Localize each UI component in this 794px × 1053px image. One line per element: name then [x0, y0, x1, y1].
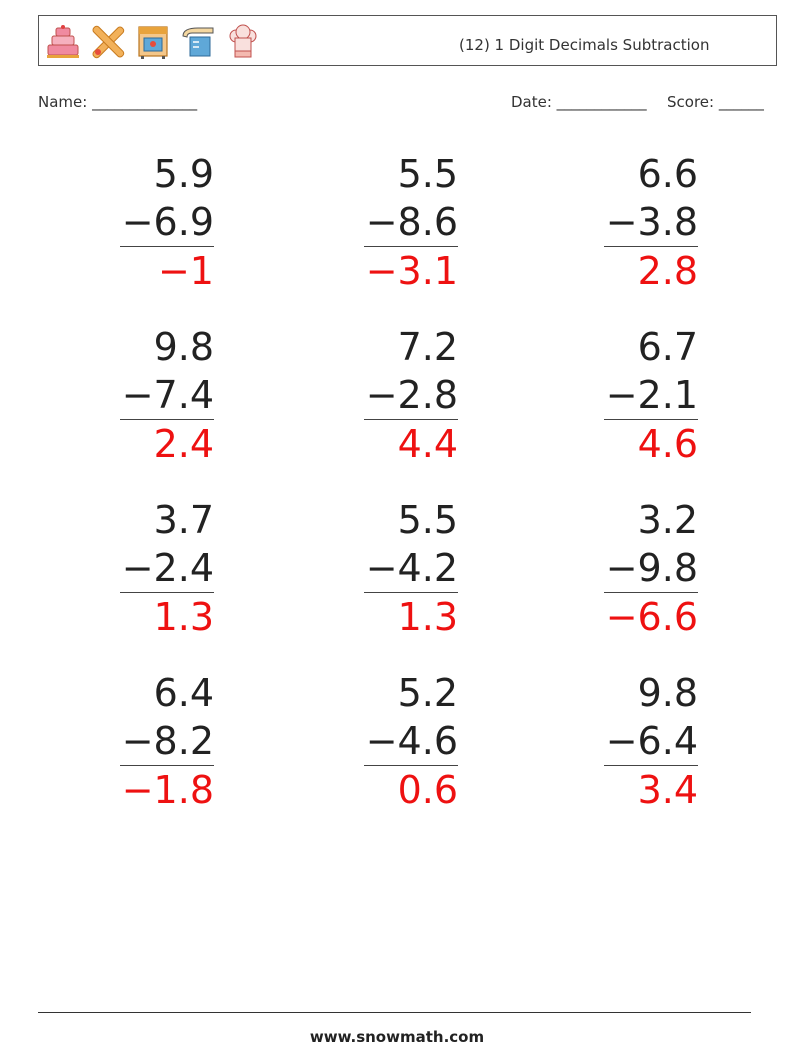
answer: 1.3: [397, 595, 458, 639]
problem-card: 5.5 −8.6 −3.1: [298, 150, 458, 300]
minuend: 9.8: [153, 325, 214, 369]
name-field: Name: ______________: [38, 93, 198, 111]
subtrahend: −6.9: [121, 200, 214, 244]
minuend: 3.2: [637, 498, 698, 542]
problem-card: 5.9 −6.9 −1: [54, 150, 214, 300]
minuend: 5.5: [397, 152, 458, 196]
minuend: 5.2: [397, 671, 458, 715]
answer-rule: [603, 592, 698, 593]
header-box: (12) 1 Digit Decimals Subtraction: [38, 15, 777, 66]
date-field: Date: ____________: [511, 93, 647, 111]
minuend: 6.7: [637, 325, 698, 369]
answer-rule: [363, 765, 458, 766]
subtrahend: −4.6: [365, 719, 458, 763]
subtrahend: −2.8: [365, 373, 458, 417]
answer: 3.4: [637, 768, 698, 812]
answer-rule: [363, 419, 458, 420]
subtrahend: −9.8: [605, 546, 698, 590]
oven-icon: [138, 26, 168, 59]
subtrahend: −8.2: [121, 719, 214, 763]
chef-hat-icon: [229, 24, 257, 58]
subtrahend: −4.2: [365, 546, 458, 590]
answer-rule: [363, 246, 458, 247]
minuend: 7.2: [397, 325, 458, 369]
answer: 2.4: [153, 422, 214, 466]
problem-card: 3.7 −2.4 1.3: [54, 496, 214, 646]
cake-icon: [47, 25, 79, 58]
answer-rule: [119, 246, 214, 247]
answer-rule: [119, 765, 214, 766]
problem-card: 3.2 −9.8 −6.6: [538, 496, 698, 646]
answer-rule: [603, 246, 698, 247]
score-field: Score: ______: [667, 93, 764, 111]
answer: 4.4: [397, 422, 458, 466]
answer: 1.3: [153, 595, 214, 639]
problem-card: 5.5 −4.2 1.3: [298, 496, 458, 646]
answer: −1.8: [121, 768, 214, 812]
worksheet-title: (12) 1 Digit Decimals Subtraction: [459, 36, 710, 54]
footer-divider: [38, 1012, 751, 1013]
answer: 2.8: [637, 249, 698, 293]
rolling-pin-icon: [92, 25, 125, 59]
problem-card: 7.2 −2.8 4.4: [298, 323, 458, 473]
problem-card: 9.8 −6.4 3.4: [538, 669, 698, 819]
footer-site: www.snowmath.com: [309, 1028, 485, 1046]
answer: 0.6: [397, 768, 458, 812]
minuend: 3.7: [153, 498, 214, 542]
answer: 4.6: [637, 422, 698, 466]
subtrahend: −8.6: [365, 200, 458, 244]
subtrahend: −2.1: [605, 373, 698, 417]
minuend: 9.8: [637, 671, 698, 715]
problem-card: 6.6 −3.8 2.8: [538, 150, 698, 300]
minuend: 6.6: [637, 152, 698, 196]
minuend: 5.9: [153, 152, 214, 196]
subtrahend: −6.4: [605, 719, 698, 763]
measuring-cup-icon: [182, 27, 214, 57]
minuend: 6.4: [153, 671, 214, 715]
answer-rule: [119, 419, 214, 420]
answer-rule: [603, 419, 698, 420]
subtrahend: −7.4: [121, 373, 214, 417]
problem-card: 6.7 −2.1 4.6: [538, 323, 698, 473]
subtrahend: −2.4: [121, 546, 214, 590]
answer-rule: [603, 765, 698, 766]
problem-card: 5.2 −4.6 0.6: [298, 669, 458, 819]
minuend: 5.5: [397, 498, 458, 542]
answer: −1: [157, 249, 214, 293]
answer: −6.6: [605, 595, 698, 639]
answer: −3.1: [365, 249, 458, 293]
problem-card: 6.4 −8.2 −1.8: [54, 669, 214, 819]
answer-rule: [119, 592, 214, 593]
answer-rule: [363, 592, 458, 593]
problem-card: 9.8 −7.4 2.4: [54, 323, 214, 473]
subtrahend: −3.8: [605, 200, 698, 244]
